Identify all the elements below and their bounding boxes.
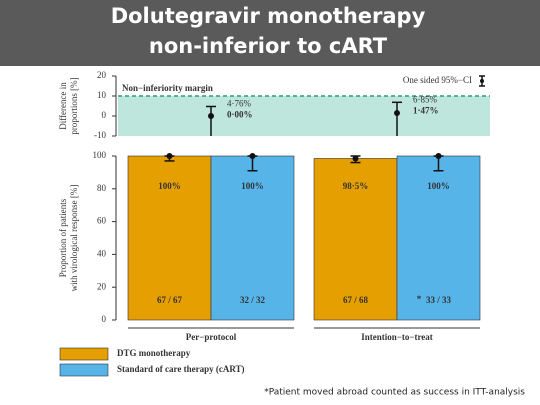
y-tick-label: 20 — [97, 70, 107, 80]
y-tick-label: 20 — [97, 281, 107, 291]
y-axis-label: Proportion of patients — [58, 198, 68, 277]
value-label: 1·47% — [413, 105, 439, 115]
y-tick-label: 100 — [93, 150, 107, 160]
point — [352, 155, 359, 162]
value-label: 100% — [427, 181, 450, 191]
value-label: 98·5% — [343, 181, 369, 191]
value-label: 0·00% — [227, 110, 253, 120]
bar — [313, 158, 398, 321]
count-label: 33 / 33 — [426, 295, 452, 305]
y-axis-label: with virological response [%] — [69, 185, 79, 292]
bar — [396, 155, 481, 321]
slide-title: non-inferior to cART — [149, 34, 388, 58]
count-label: 32 / 32 — [240, 295, 266, 305]
slide-title: Dolutegravir monotherapy — [111, 4, 426, 28]
y-tick-label: 0 — [102, 314, 107, 324]
count-label: 67 / 68 — [343, 295, 369, 305]
count-label: 67 / 67 — [157, 295, 183, 305]
legend-swatch — [59, 347, 109, 361]
x-tick-label: Intention−to−treat — [361, 332, 433, 342]
y-tick-label: 80 — [97, 183, 107, 193]
margin-area — [118, 96, 490, 136]
point — [166, 153, 173, 159]
point — [435, 153, 442, 159]
y-axis-label: Difference in — [58, 82, 68, 130]
y-axis-label: proportions [%] — [69, 77, 79, 134]
point — [249, 153, 256, 159]
legend-swatch — [59, 363, 109, 377]
legend-label: Standard of care therapy (cART) — [117, 364, 245, 374]
y-tick-label: 60 — [97, 216, 107, 226]
y-tick-label: 40 — [97, 248, 107, 258]
footnote: *Patient moved abroad counted as success… — [264, 388, 525, 398]
y-tick-label: 10 — [97, 90, 107, 100]
x-tick-label: Per−protocol — [186, 332, 237, 342]
point — [208, 113, 214, 119]
y-tick-label: 0 — [102, 110, 107, 120]
point — [394, 110, 400, 117]
legend-mark — [480, 79, 484, 83]
legend-label: DTG monotherapy — [117, 348, 191, 358]
ci-label: 4·76% — [227, 99, 251, 109]
annotation: * — [417, 294, 422, 304]
ci-label: 6·85% — [413, 94, 437, 104]
margin-label: Non−inferiority margin — [122, 83, 213, 93]
legend-label: One sided 95%−CI — [403, 75, 472, 85]
y-tick-label: -10 — [94, 130, 106, 140]
value-label: 100% — [158, 181, 181, 191]
title-banner — [0, 0, 540, 66]
value-label: 100% — [241, 181, 264, 191]
